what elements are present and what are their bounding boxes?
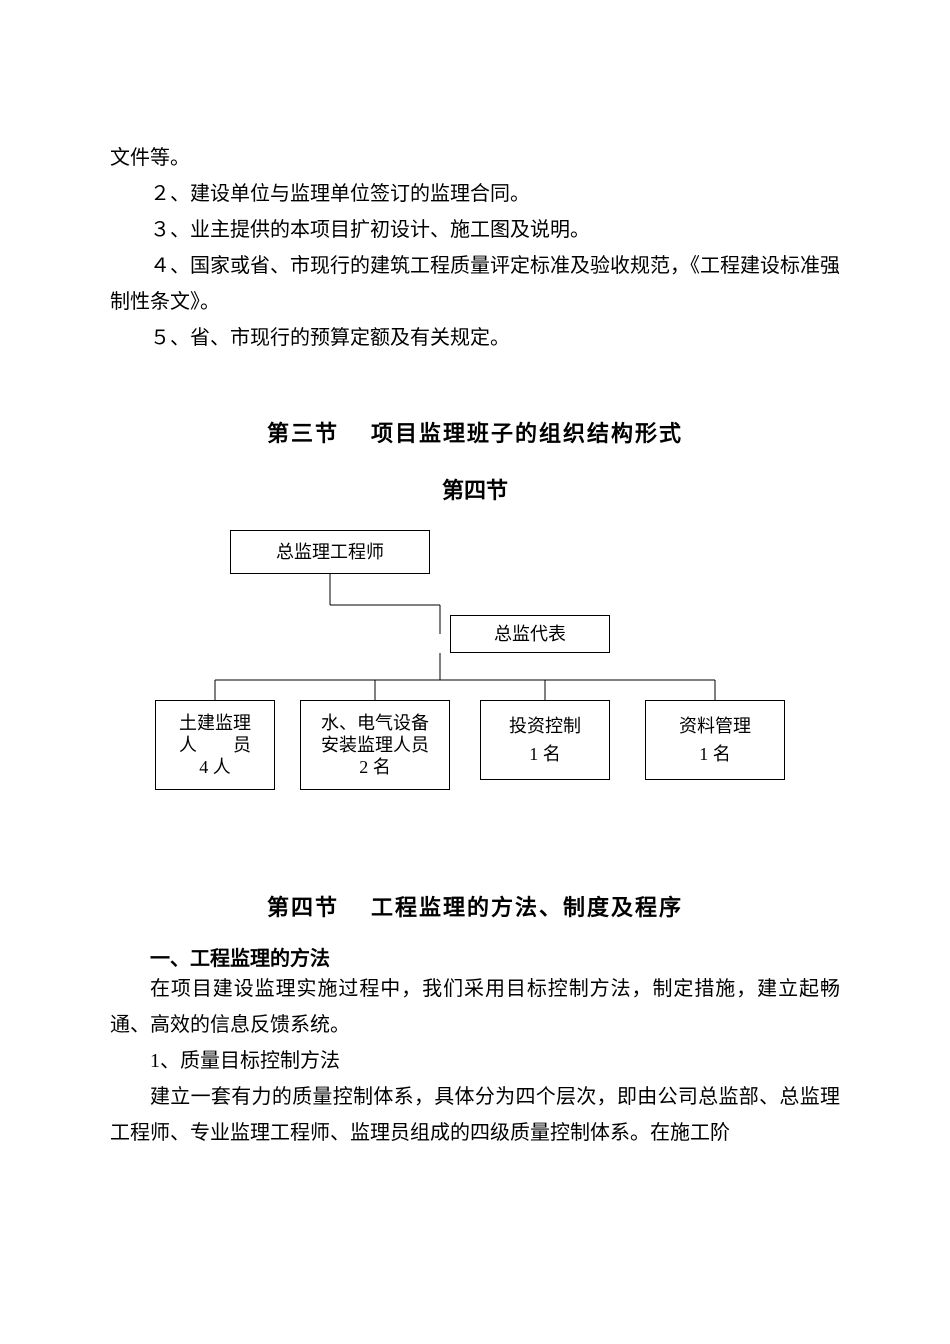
node-label: 总监理工程师 [276,541,384,563]
node-deputy: 总监代表 [450,615,610,653]
node-mep: 水、电气设备 安装监理人员 2 名 [300,700,450,790]
paragraph-line-3: ３、业主提供的本项目扩初设计、施工图及说明。 [110,212,840,248]
heading-section-4b: 第四节 工程监理的方法、制度及程序 [110,890,840,922]
heading-section-4a: 第四节 [110,473,840,505]
document-page: 文件等。 ２、建设单位与监理单位签订的监理合同。 ３、业主提供的本项目扩初设计、… [0,0,950,1344]
paragraph-body2-2: 1、质量目标控制方法 [110,1043,840,1079]
node-label: 投资控制 [509,715,581,737]
paragraph-line-1: 文件等。 [110,140,840,176]
node-label: 土建监理 [179,712,251,734]
paragraph-line-4: ４、国家或省、市现行的建筑工程质量评定标准及验收规范，《工程建设标准强制性条文》… [110,248,840,320]
node-label: 总监代表 [494,623,566,645]
paragraph-line-2: ２、建设单位与监理单位签订的监理合同。 [110,176,840,212]
org-chart-lines [155,530,795,840]
node-docs: 资料管理 1 名 [645,700,785,780]
node-label: 1 名 [699,743,731,765]
node-label: 安装监理人员 [321,734,429,756]
node-label: 人 员 [179,734,251,756]
node-investment: 投资控制 1 名 [480,700,610,780]
paragraph-body2-3: 建立一套有力的质量控制体系，具体分为四个层次，即由公司总监部、总监理工程师、专业… [110,1079,840,1151]
subheading-methods: 一、工程监理的方法 [110,942,840,971]
heading-section-3: 第三节 项目监理班子的组织结构形式 [110,416,840,448]
org-chart: 总监理工程师 总监代表 土建监理 人 员 4 人 水、电气设备 安装监理人员 2… [155,530,795,840]
node-label: 4 人 [199,756,231,778]
node-label: 资料管理 [679,715,751,737]
paragraph-line-5: ５、省、市现行的预算定额及有关规定。 [110,320,840,356]
node-label: 2 名 [359,756,391,778]
node-label: 水、电气设备 [321,712,429,734]
node-civil: 土建监理 人 员 4 人 [155,700,275,790]
paragraph-body2-1: 在项目建设监理实施过程中，我们采用目标控制方法，制定措施，建立起畅通、高效的信息… [110,971,840,1043]
node-chief-supervisor: 总监理工程师 [230,530,430,574]
node-label: 1 名 [529,743,561,765]
